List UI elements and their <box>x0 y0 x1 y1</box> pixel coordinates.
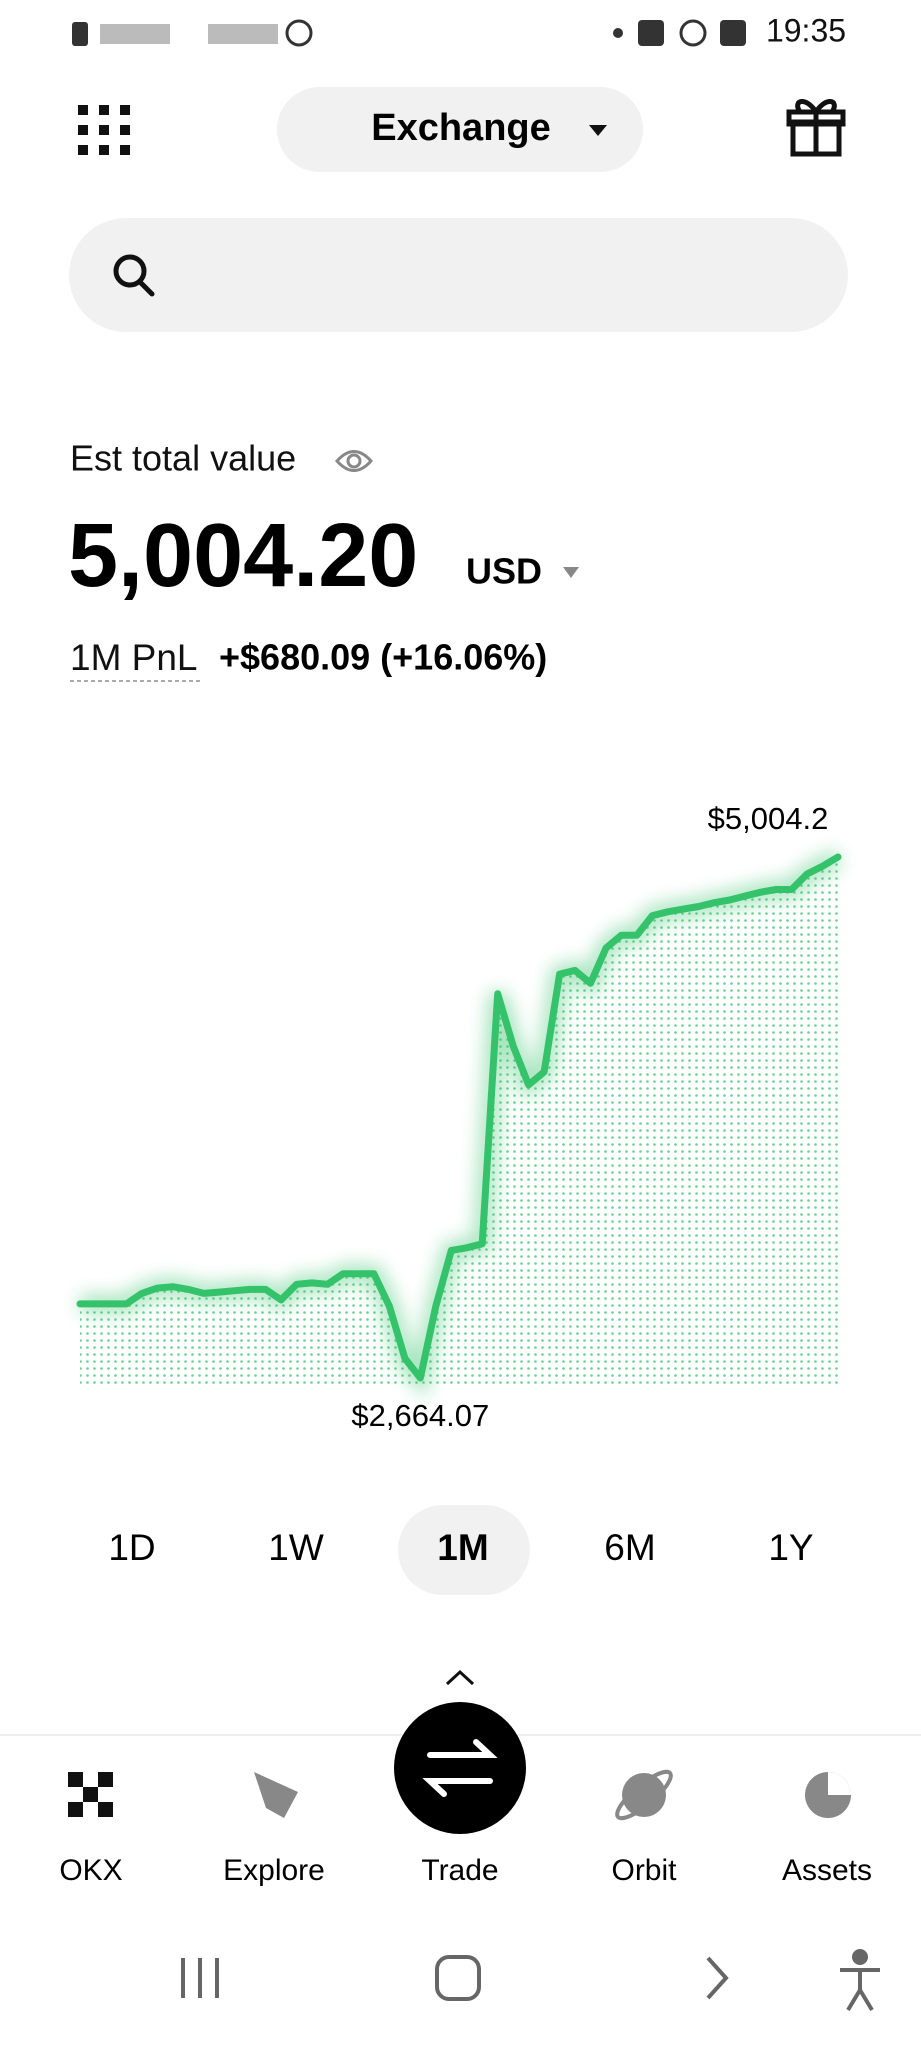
whatsapp-icon <box>679 19 707 47</box>
pnl-label[interactable]: 1M PnL <box>70 637 198 678</box>
bottom-nav: OKX Explore Trade Orbit Assets <box>59 1854 872 1887</box>
nav-label[interactable]: Trade <box>421 1854 498 1887</box>
nav-label[interactable]: Orbit <box>611 1854 677 1887</box>
nav-label[interactable]: Assets <box>782 1854 872 1887</box>
battery-icon <box>72 22 88 46</box>
hotspot-icon <box>285 19 313 47</box>
nav-label[interactable]: Explore <box>223 1854 325 1887</box>
assets-icon <box>805 1772 851 1818</box>
range-tab[interactable]: 6M <box>604 1527 655 1568</box>
gallery-icon <box>720 20 746 46</box>
pnl-value: +$680.09 (+16.06%) <box>219 637 547 678</box>
trade-icon <box>422 1739 498 1797</box>
search-bar[interactable] <box>69 218 848 332</box>
okx-icon <box>68 1772 113 1817</box>
dot-icon <box>613 28 623 38</box>
chart-area <box>80 857 838 1388</box>
range-selected-bg <box>398 1505 530 1595</box>
currency[interactable]: USD <box>466 551 542 592</box>
trade-button[interactable] <box>394 1702 526 1834</box>
range-tab[interactable]: 1W <box>268 1527 324 1568</box>
range-tab[interactable]: 1D <box>108 1527 155 1568</box>
balance-amount: 5,004.20 <box>68 506 418 606</box>
status-bar: 19:35 <box>72 12 846 48</box>
balance-label: Est total value <box>70 438 296 479</box>
max-label: $5,004.2 <box>708 801 829 836</box>
chart-line <box>76 853 842 1382</box>
currency-caret[interactable] <box>563 567 579 578</box>
mode-label: Exchange <box>371 107 551 149</box>
system-nav <box>181 1949 880 2012</box>
gift-button[interactable] <box>786 99 846 157</box>
explore-icon <box>254 1772 298 1818</box>
mode-switch[interactable]: Exchange <box>277 87 643 172</box>
chart: $5,004.2 $2,664.07 <box>76 801 843 1433</box>
range-tab[interactable]: 1Y <box>768 1527 813 1568</box>
orbit-icon <box>615 1769 673 1821</box>
menu-button[interactable] <box>78 105 130 155</box>
signal-icon <box>208 24 278 44</box>
expand-chevron[interactable] <box>445 1669 475 1686</box>
app-icon <box>638 20 664 46</box>
signal-icon <box>100 24 170 44</box>
range-tab[interactable]: 1M <box>437 1527 488 1568</box>
visibility-toggle[interactable] <box>334 450 374 472</box>
nav-label[interactable]: OKX <box>59 1854 122 1887</box>
range-tabs: 1D 1W 1M 6M 1Y <box>108 1527 813 1568</box>
clock: 19:35 <box>766 12 846 48</box>
min-label: $2,664.07 <box>351 1398 489 1433</box>
